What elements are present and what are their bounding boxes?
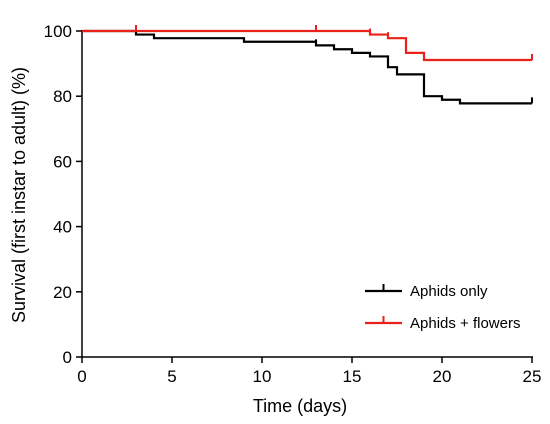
x-tick-label: 15	[343, 367, 362, 386]
x-tick-label: 10	[253, 367, 272, 386]
y-tick-label: 60	[53, 152, 72, 171]
y-axis-title: Survival (first instar to adult) (%)	[9, 67, 29, 323]
y-tick-label: 100	[44, 22, 72, 41]
legend-label-aphids-only: Aphids only	[410, 283, 488, 300]
x-tick-label: 0	[77, 367, 86, 386]
y-axis: 0 20 40 60 80 100	[44, 22, 83, 367]
x-axis: 0 5 10 15 20 25	[77, 356, 542, 386]
legend: Aphids only Aphids + flowers	[365, 283, 520, 332]
series-aphids-only	[82, 29, 533, 105]
x-tick-label: 25	[523, 367, 542, 386]
legend-label-aphids-flowers: Aphids + flowers	[410, 315, 520, 332]
y-tick-label: 0	[63, 348, 72, 367]
y-tick-label: 80	[53, 87, 72, 106]
series-step-line	[82, 29, 532, 105]
x-tick-label: 20	[433, 367, 452, 386]
y-tick-label: 40	[53, 218, 72, 237]
series-aphids-flowers	[82, 25, 533, 62]
x-tick-label: 5	[167, 367, 176, 386]
y-tick-label: 20	[53, 283, 72, 302]
series-layer	[82, 25, 533, 105]
x-axis-title: Time (days)	[253, 396, 347, 416]
